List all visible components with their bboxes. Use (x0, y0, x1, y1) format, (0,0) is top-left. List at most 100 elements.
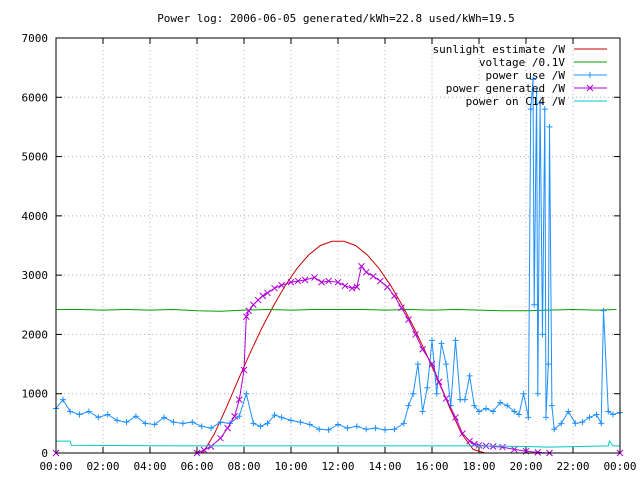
data-point (294, 277, 302, 285)
data-point (278, 414, 285, 421)
data-point (546, 123, 553, 130)
data-point (539, 331, 546, 338)
legend-marker (587, 72, 593, 78)
data-point (376, 277, 384, 285)
data-point (67, 408, 74, 415)
x-tick-label: 08:00 (227, 460, 260, 473)
legend-label: voltage /0.1V (479, 56, 565, 69)
data-point (60, 396, 67, 403)
y-tick-label: 1000 (22, 388, 49, 401)
data-point (344, 425, 351, 432)
data-point (236, 413, 243, 420)
data-point (537, 100, 544, 107)
data-point (363, 426, 370, 433)
data-point (579, 419, 586, 426)
data-point (534, 390, 541, 397)
data-point (466, 372, 473, 379)
data-point (358, 262, 365, 270)
data-point (217, 434, 224, 442)
data-point (316, 426, 323, 433)
data-point (271, 412, 278, 419)
data-point (235, 396, 243, 403)
data-point (372, 425, 379, 432)
data-point (558, 420, 565, 427)
data-point (531, 301, 538, 308)
data-point (598, 420, 605, 427)
legend-label: power generated /W (446, 82, 566, 95)
data-point (527, 106, 534, 113)
x-tick-label: 04:00 (133, 460, 166, 473)
data-point (104, 411, 111, 418)
y-axis-ticks: 0 1000 2000 3000 4000 5000 6000 7000 (22, 32, 620, 460)
x-tick-label: 16:00 (415, 460, 448, 473)
y-tick-label: 4000 (22, 210, 49, 223)
data-point (497, 399, 504, 406)
legend-label: power use /W (486, 69, 566, 82)
data-point (600, 307, 607, 314)
y-tick-label: 0 (41, 447, 48, 460)
data-point (429, 337, 435, 344)
data-point (114, 417, 121, 424)
data-point (311, 274, 318, 281)
data-point (341, 282, 349, 290)
data-point (297, 419, 304, 426)
data-point (419, 345, 426, 353)
data-point (198, 423, 205, 430)
series-line (56, 439, 620, 448)
x-tick-label: 02:00 (86, 460, 119, 473)
data-point (288, 417, 294, 424)
data-point (161, 414, 168, 421)
series-line (55, 79, 621, 431)
data-point (515, 411, 522, 418)
data-point (442, 395, 450, 402)
data-point (565, 408, 572, 415)
data-point (586, 414, 593, 421)
data-point (520, 390, 527, 397)
data-point (353, 283, 361, 291)
data-point (405, 316, 412, 323)
x-tick-label: 00:00 (39, 460, 72, 473)
data-point (433, 390, 440, 397)
y-tick-label: 2000 (22, 328, 49, 341)
data-point (259, 292, 267, 300)
data-point (391, 426, 398, 433)
y-tick-label: 7000 (22, 32, 49, 45)
data-point (414, 361, 421, 368)
data-point (207, 443, 215, 450)
data-point (530, 76, 537, 83)
x-tick-label: 14:00 (368, 460, 401, 473)
y-tick-label: 6000 (22, 91, 49, 104)
data-point (335, 421, 341, 428)
data-point (419, 408, 426, 415)
data-point (605, 408, 612, 415)
data-point (271, 284, 278, 292)
data-point (151, 421, 158, 428)
data-point (334, 278, 342, 286)
data-point (189, 419, 196, 426)
series-line (56, 240, 620, 454)
data-point (95, 414, 102, 421)
data-point (609, 411, 616, 418)
data-point (475, 441, 483, 449)
data-point (76, 411, 83, 418)
data-point (85, 408, 92, 415)
data-point (572, 420, 579, 427)
data-point (353, 423, 360, 430)
data-point (593, 411, 600, 418)
data-point (257, 423, 264, 430)
data-point (132, 413, 139, 420)
chart-title: Power log: 2006-06-05 generated/kWh=22.8… (157, 12, 515, 25)
series-0 (56, 240, 620, 454)
data-point (391, 292, 398, 300)
data-point (242, 313, 250, 320)
data-point (287, 278, 295, 286)
data-point (471, 402, 478, 409)
data-point (545, 361, 552, 368)
data-point (318, 278, 325, 286)
data-point (301, 276, 309, 284)
data-point (306, 421, 313, 428)
data-point (240, 366, 248, 374)
data-point (428, 360, 436, 368)
